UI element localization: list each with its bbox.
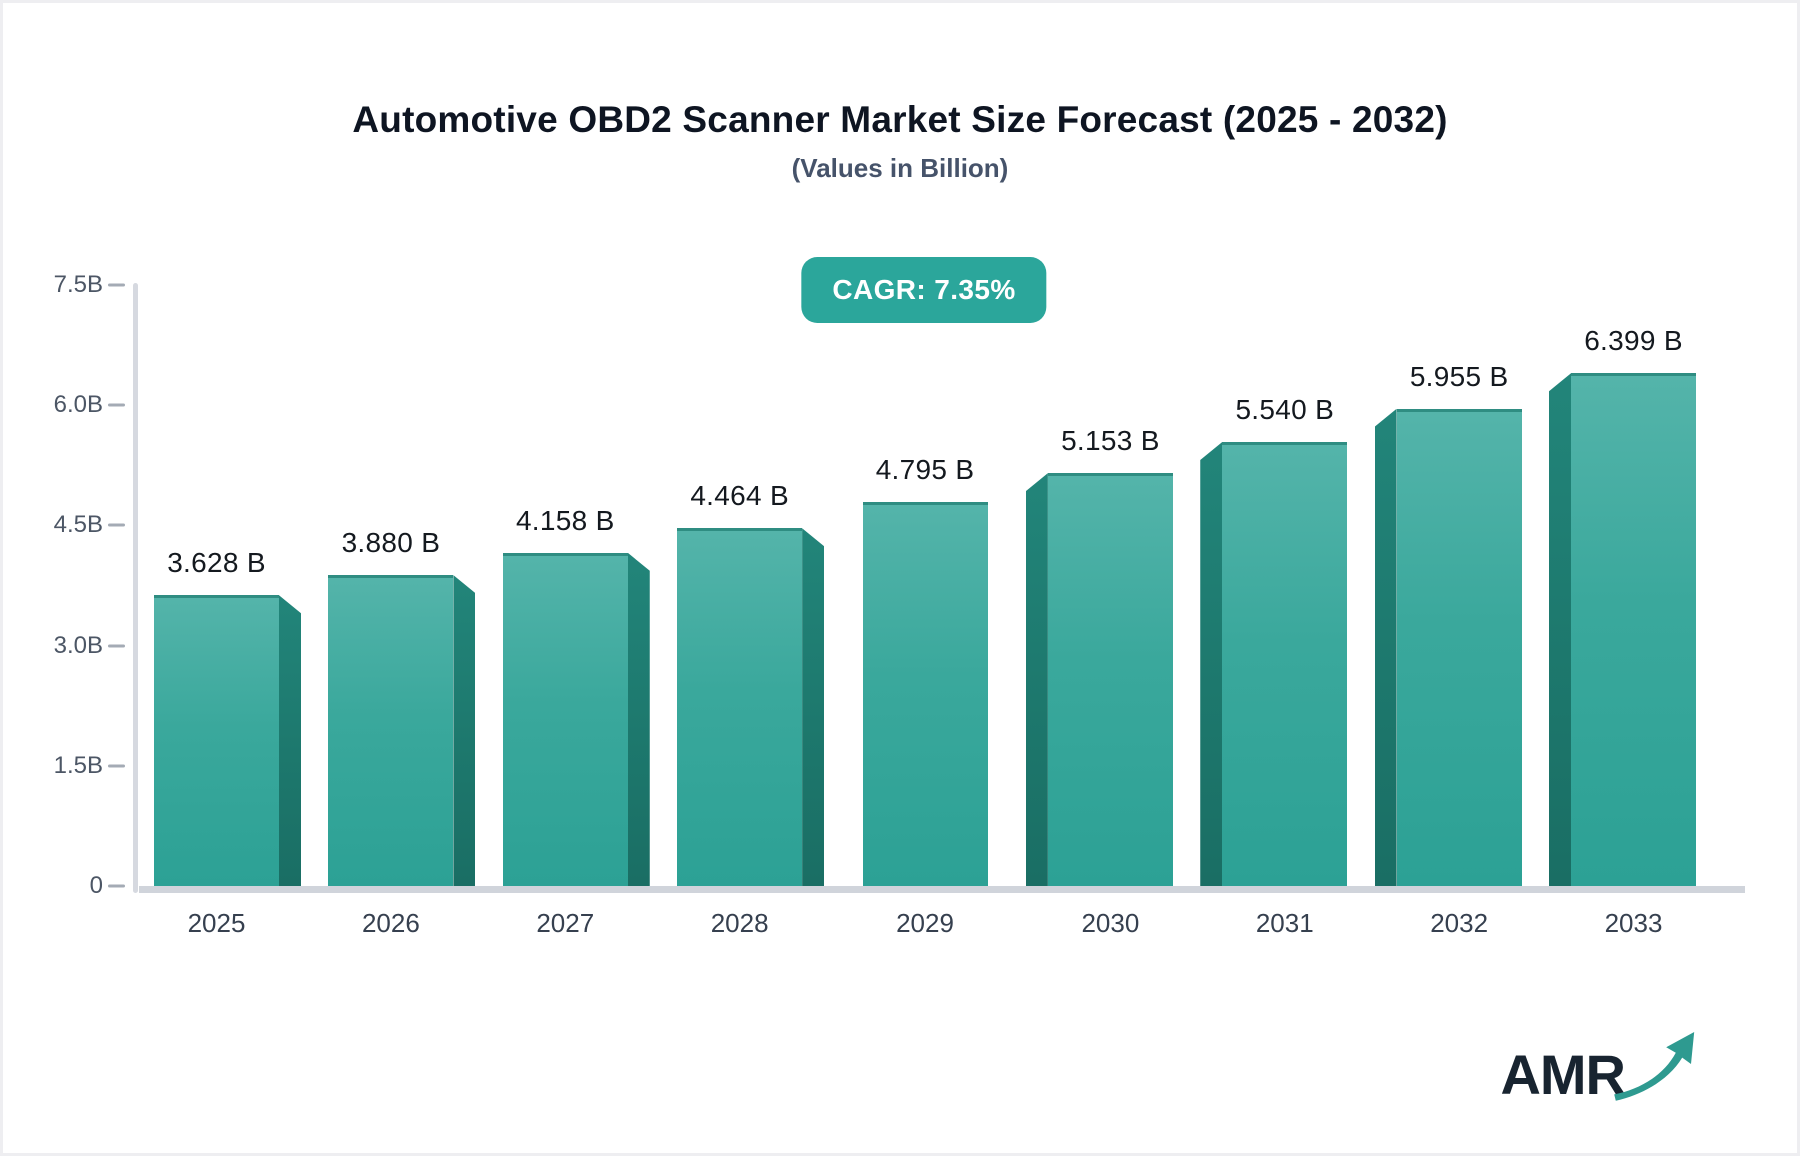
bar-value-label: 4.464 B	[690, 480, 789, 512]
x-axis-label: 2031	[1255, 908, 1314, 938]
x-axis-label: 2026	[361, 908, 420, 938]
bar-value-label: 4.795 B	[875, 453, 975, 485]
chart-subtitle: (Values in Billion)	[791, 153, 1009, 183]
bar-value-label: 4.158 B	[515, 504, 615, 536]
x-axis-label: 2027	[536, 908, 595, 938]
bar-3d-side	[1025, 473, 1048, 886]
x-axis-label: 2025	[187, 908, 246, 938]
bar-3d-side	[627, 552, 650, 886]
y-axis-tick-mark	[108, 884, 125, 888]
x-axis-baseline	[139, 886, 1745, 893]
bar-3d-side	[1200, 442, 1223, 886]
y-axis-tick-mark	[108, 403, 125, 407]
x-axis-label: 2028	[710, 908, 769, 938]
bar-2025	[154, 595, 279, 886]
bar-value-label: 3.628 B	[167, 547, 266, 579]
amr-logo-text: AMR	[1500, 1043, 1626, 1106]
y-axis-tick-label: 4.5B	[53, 511, 103, 539]
bar-value-label: 3.880 B	[341, 527, 441, 559]
bar-value-label: 5.540 B	[1235, 394, 1335, 426]
amr-logo: AMR	[1500, 1027, 1699, 1103]
x-axis-label: 2030	[1081, 908, 1140, 938]
y-axis-line	[133, 283, 138, 893]
chart-title: Automotive OBD2 Scanner Market Size Fore…	[352, 99, 1448, 140]
bar-2032	[1396, 408, 1522, 886]
bar-3d-side	[802, 528, 825, 886]
y-axis-tick-mark	[108, 523, 125, 527]
y-axis-tick-label: 3.0B	[53, 631, 103, 659]
bar-3d-side	[453, 575, 476, 886]
bar-2028	[677, 528, 803, 886]
bar-2030	[1047, 473, 1173, 886]
bar-3d-side	[1374, 408, 1397, 886]
y-axis-tick-mark	[108, 644, 125, 648]
cagr-badge: CAGR: 7.35%	[801, 257, 1047, 323]
bar-2031	[1222, 442, 1348, 886]
bar-3d-side	[1549, 373, 1571, 886]
y-axis-tick-label: 6.0B	[53, 391, 103, 419]
growth-arrow-icon	[1614, 1032, 1695, 1101]
bar-value-label: 6.399 B	[1584, 325, 1683, 357]
bar-2026	[328, 575, 454, 886]
y-axis-tick-label: 1.5B	[53, 751, 103, 779]
bar-2033	[1571, 373, 1696, 886]
y-axis-tick-label: 7.5B	[53, 271, 103, 298]
x-axis-label: 2029	[896, 908, 954, 938]
bar-2029	[862, 501, 988, 886]
bar-2027	[502, 552, 628, 886]
y-axis-tick-mark	[108, 764, 125, 768]
x-axis-label: 2032	[1430, 908, 1489, 938]
x-axis-label: 2033	[1604, 908, 1663, 938]
bar-3d-side	[279, 595, 301, 886]
y-axis-tick-label: 0	[89, 872, 103, 899]
bar-value-label: 5.955 B	[1409, 360, 1509, 392]
y-axis-tick-mark	[108, 283, 125, 287]
bar-value-label: 5.153 B	[1061, 425, 1160, 457]
